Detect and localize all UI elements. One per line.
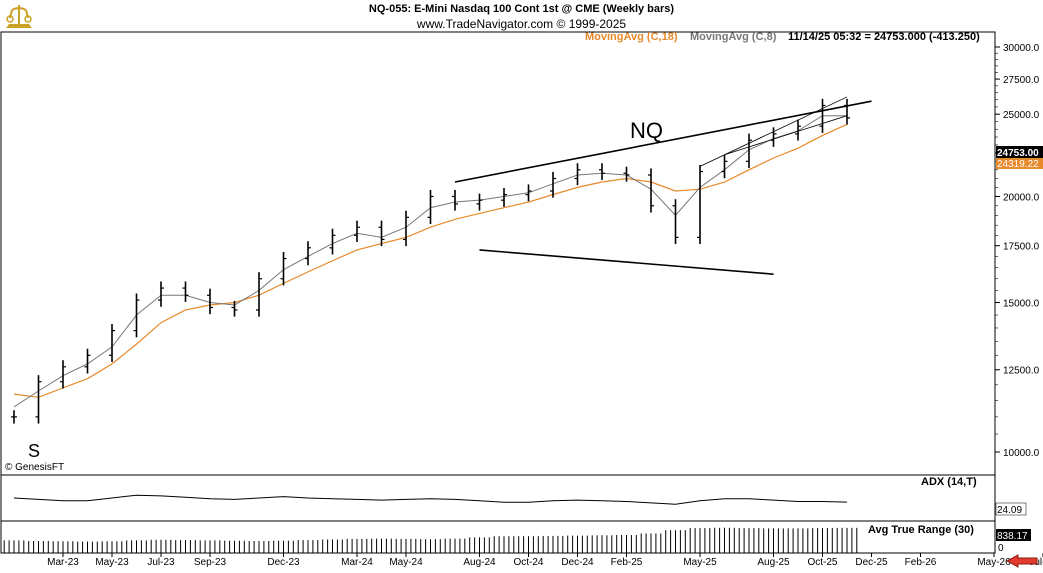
last-price-tag-bg [996, 146, 1043, 158]
ma-value-tag: 24319.22 [997, 159, 1039, 170]
price-axis-ticks: 30000.027500.025000.022500.020000.017500… [995, 43, 1040, 459]
price-panel-frame [0, 31, 996, 476]
time-tick-label: Mar-24 [341, 557, 373, 568]
atr-value-tag: 838.17 [997, 531, 1028, 542]
price-tick-label: 27500.0 [1003, 75, 1040, 86]
time-tick-label: May-23 [95, 557, 129, 568]
adx-line [13, 494, 848, 505]
adx-series [13, 494, 848, 505]
trendline-channel-upper [699, 96, 848, 167]
trendline-support [479, 249, 774, 275]
tradenavigator-logo-icon [2, 2, 36, 32]
time-tick-label: Oct-24 [513, 557, 543, 568]
adx-value-tag-bg [995, 502, 1027, 516]
time-tick-label: Sep-23 [194, 557, 227, 568]
atr-label: Avg True Range (30) [868, 524, 974, 536]
annotation-nq: NQ [630, 118, 663, 143]
ma8-series [13, 115, 847, 408]
atr-axis-zero: 0 [998, 543, 1004, 554]
chart-subtitle: www.TradeNavigator.com © 1999-2025 [416, 17, 627, 31]
adx-panel-frame [0, 474, 996, 522]
time-tick-label: May-24 [389, 557, 423, 568]
scroll-left-arrow-icon[interactable] [1005, 554, 1038, 568]
price-tick-label: 10000.0 [1003, 448, 1040, 459]
watermark: © GenesisFT [5, 462, 65, 473]
ma8-line [13, 115, 847, 408]
annotation-s: S [28, 441, 40, 461]
time-tick-label: Mar-23 [47, 557, 79, 568]
time-tick-label: Feb-26 [905, 557, 937, 568]
legend-ma18: MovingAvg (C,18) [585, 31, 678, 43]
time-tick-label: Aug-24 [463, 557, 496, 568]
price-tick-label: 12500.0 [1003, 366, 1040, 377]
trendline-resistance [454, 100, 872, 183]
trendlines [454, 96, 872, 275]
adx-label: ADX (14,T) [921, 476, 977, 488]
last-price-tag: 24753.00 [997, 148, 1039, 159]
time-tick-label: Aug-25 [757, 557, 790, 568]
time-tick-label: Dec-23 [267, 557, 300, 568]
price-readout: 11/14/25 05:32 = 24753.000 (-413.250) [788, 31, 980, 43]
price-tick-label: 17500.0 [1003, 242, 1040, 253]
time-tick-label: Feb-25 [611, 557, 643, 568]
price-tick-label: 25000.0 [1003, 110, 1040, 121]
atr-value-tag-bg [996, 529, 1031, 541]
atr-panel-frame [0, 520, 996, 554]
trendline-channel-lower [724, 115, 848, 156]
time-tick-label: Dec-24 [561, 557, 594, 568]
time-tick-label: May-25 [683, 557, 717, 568]
ma18-series [13, 123, 848, 398]
price-tick-label: 20000.0 [1003, 192, 1040, 203]
ma-value-tag-bg [996, 158, 1043, 169]
time-tick-label: Dec-25 [855, 557, 888, 568]
price-tick-label: 30000.0 [1003, 43, 1040, 54]
time-tick-label: Oct-25 [807, 557, 837, 568]
legend-ma8: MovingAvg (C,8) [690, 31, 777, 43]
time-tick-label: Jul-23 [147, 557, 175, 568]
price-tick-label: 15000.0 [1003, 299, 1040, 310]
adx-value-tag: 24.09 [997, 505, 1022, 516]
atr-histogram [3, 527, 858, 553]
ma18-line [13, 123, 848, 398]
price-bars [11, 98, 850, 424]
time-tick-label: May-26 [977, 557, 1011, 568]
chart-title: NQ-055: E-Mini Nasdaq 100 Cont 1st @ CME… [368, 3, 675, 15]
time-axis-ticks: Mar-23 May-23 Jul-23 Sep-23 Dec-23 Mar-24 May-… [47, 553, 1043, 568]
